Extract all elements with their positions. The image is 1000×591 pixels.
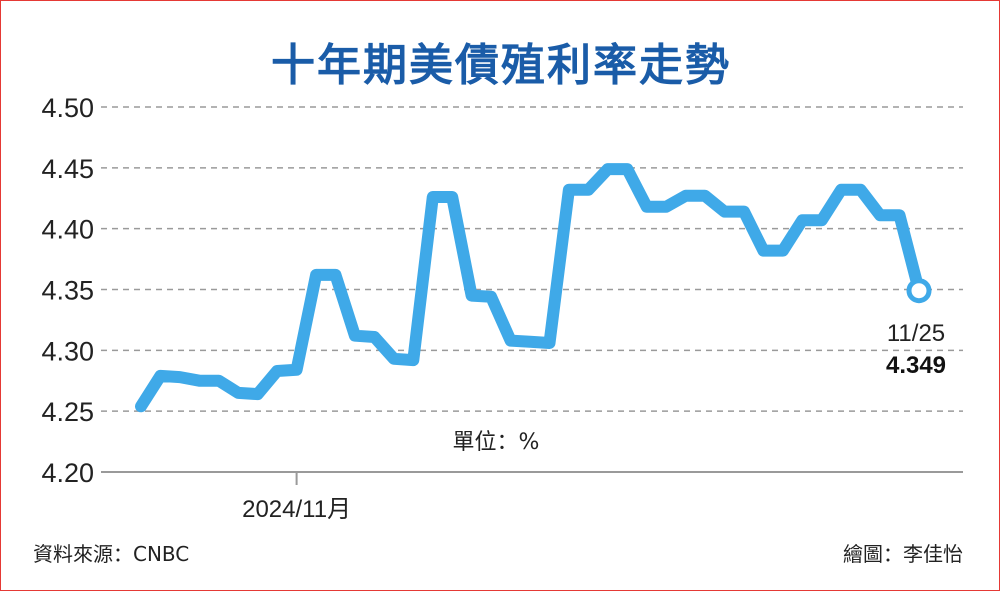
x-tick-label: 2024/11月 xyxy=(242,496,351,523)
series-line xyxy=(135,163,925,413)
y-tick-label: 4.30 xyxy=(41,336,94,366)
y-tick-label: 4.40 xyxy=(41,215,94,245)
y-tick-label: 4.35 xyxy=(41,276,94,306)
end-value-label: 4.349 xyxy=(886,352,946,379)
end-date-label: 11/25 xyxy=(887,320,945,347)
y-tick-label: 4.20 xyxy=(41,458,94,488)
y-tick-labels: 4.50 4.45 4.40 4.35 4.30 4.25 4.20 xyxy=(41,93,94,488)
y-tick-label: 4.50 xyxy=(41,93,94,123)
gridlines xyxy=(101,106,963,412)
y-tick-label: 4.25 xyxy=(41,397,94,427)
source-note: 資料來源：CNBC xyxy=(33,542,189,566)
credit-note: 繪圖：李佳怡 xyxy=(843,542,963,566)
end-point-marker xyxy=(906,278,932,304)
unit-label: 單位：% xyxy=(453,430,540,455)
y-tick-label: 4.45 xyxy=(41,154,94,184)
chart-title: 十年期美債殖利率走勢 xyxy=(271,40,731,91)
